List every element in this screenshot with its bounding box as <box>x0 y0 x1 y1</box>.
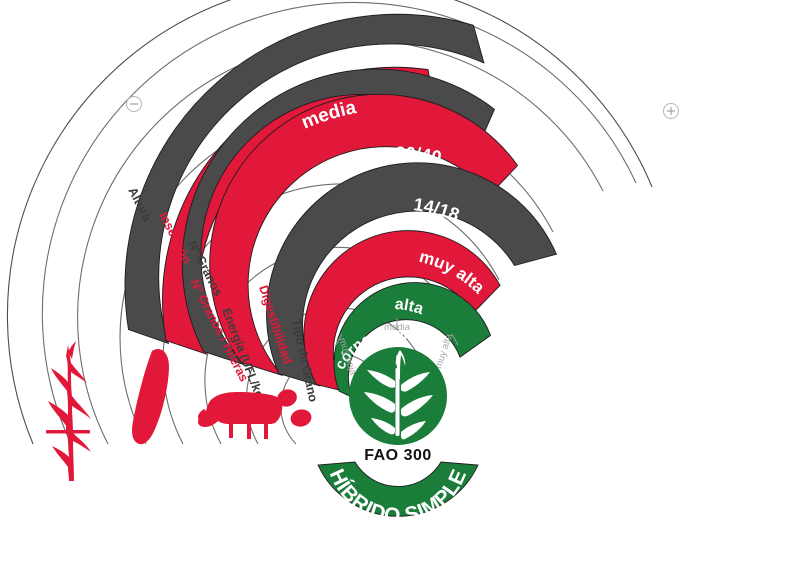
value-label-digestibilidad: alta <box>394 296 425 318</box>
center-logo[interactable]: FAO 300 <box>349 347 447 464</box>
value-band-tipo-grano[interactable] <box>333 282 492 399</box>
value-band-energia[interactable] <box>266 162 558 387</box>
value-band-granos-hileras[interactable] <box>209 93 519 377</box>
value-band-altura[interactable] <box>124 13 485 345</box>
cow-icon <box>198 392 283 439</box>
minus-circle-icon[interactable] <box>126 96 142 112</box>
scale-tick-media: media <box>384 322 411 333</box>
corn-kernels-icon <box>277 389 312 427</box>
guide-arc-outer <box>6 0 653 445</box>
value-band-digestibilidad[interactable] <box>303 230 501 392</box>
svg-text:alta: alta <box>394 296 425 318</box>
fao-label: FAO 300 <box>364 447 432 464</box>
plus-circle-icon[interactable] <box>663 103 679 119</box>
guide-arc-2 <box>77 38 604 445</box>
value-bands <box>124 13 558 399</box>
corn-cob-icon <box>132 348 169 445</box>
guide-arc-7 <box>41 1 637 445</box>
hybrid-banner[interactable]: HÍBRIDO SIMPLE <box>317 461 479 528</box>
maize-plant-icon <box>46 341 91 481</box>
